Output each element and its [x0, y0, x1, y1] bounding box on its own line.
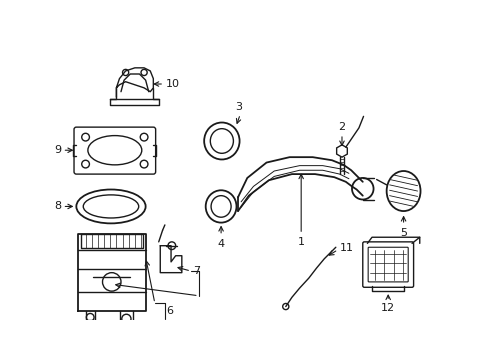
- Text: 1: 1: [298, 237, 305, 247]
- Text: 6: 6: [167, 306, 173, 316]
- Text: 12: 12: [381, 303, 395, 314]
- Text: 5: 5: [400, 228, 407, 238]
- Text: 2: 2: [339, 122, 345, 132]
- Text: 11: 11: [340, 243, 354, 253]
- Text: 10: 10: [166, 79, 180, 89]
- Text: 3: 3: [235, 102, 243, 112]
- Text: 7: 7: [193, 266, 200, 276]
- Text: 4: 4: [218, 239, 224, 249]
- Text: 9: 9: [54, 145, 61, 155]
- Text: 8: 8: [54, 202, 61, 211]
